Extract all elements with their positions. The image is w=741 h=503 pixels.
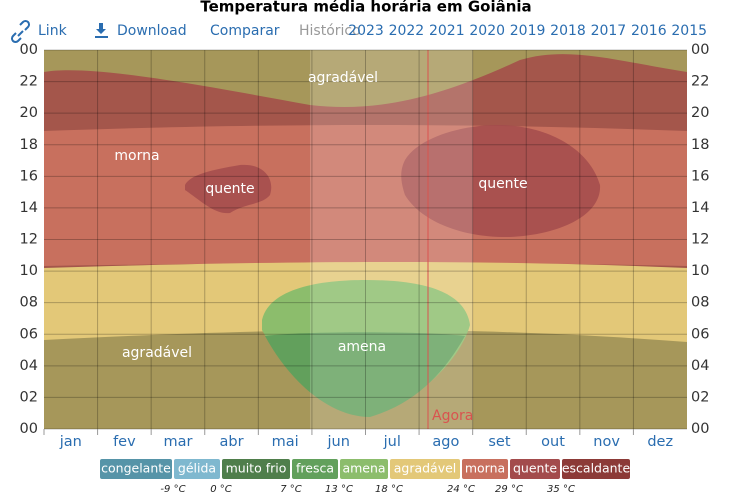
legend-label[interactable]: fresca <box>296 461 334 476</box>
y-tick-label: 20 <box>691 105 709 121</box>
year-link[interactable]: 2018 <box>550 23 586 39</box>
hot-region <box>185 164 272 214</box>
y-tick-label: 04 <box>691 358 709 374</box>
year-link[interactable]: 2022 <box>389 23 425 39</box>
y-tick-label: 08 <box>20 295 38 311</box>
threshold-label: 29 °C <box>495 484 523 495</box>
region-label: quente <box>478 176 527 192</box>
y-tick-label: 18 <box>20 137 38 153</box>
legend-label[interactable]: quente <box>513 461 557 476</box>
cool-region <box>265 332 465 417</box>
x-tick-label: mai <box>272 434 299 450</box>
legend-swatch[interactable] <box>390 459 460 479</box>
y-tick-label: 14 <box>691 200 709 216</box>
legend-label[interactable]: muito frio <box>226 461 287 476</box>
legend-swatch[interactable] <box>292 459 338 479</box>
x-tick-label: set <box>488 434 510 450</box>
region-label: morna <box>114 148 159 164</box>
year-link[interactable]: 2016 <box>631 23 667 39</box>
x-tick-label: ago <box>432 434 459 450</box>
y-tick-label: 12 <box>20 232 38 248</box>
compare-button[interactable]: Comparar <box>210 23 280 39</box>
region-label: agradável <box>308 70 378 86</box>
y-tick-label: 16 <box>691 168 709 184</box>
hot-region <box>401 124 601 238</box>
y-tick-label: 20 <box>20 105 38 121</box>
legend-label[interactable]: gélida <box>178 461 216 476</box>
year-link[interactable]: 2019 <box>510 23 546 39</box>
region-label: quente <box>205 181 254 197</box>
y-tick-label: 12 <box>691 232 709 248</box>
toolbar: Link Download Comparar Histórico <box>10 19 361 44</box>
legend-swatch[interactable] <box>174 459 220 479</box>
legend-swatch[interactable] <box>340 459 388 479</box>
history-label: Histórico <box>299 23 361 39</box>
region-label: agradável <box>122 345 192 361</box>
legend: congelante gélida muito frio fresca amena agr… <box>100 459 630 495</box>
year-link[interactable]: 2020 <box>469 23 505 39</box>
chart-title: Temperatura média horária em Goiânia <box>200 0 531 16</box>
x-tick-label: jul <box>383 434 401 450</box>
legend-label[interactable]: escaldante <box>562 461 631 476</box>
y-tick-label: 08 <box>691 295 709 311</box>
season-highlight <box>310 50 473 429</box>
legend-label[interactable]: agradável <box>394 461 457 476</box>
link-button[interactable]: Link <box>38 23 68 39</box>
legend-swatch[interactable] <box>222 459 290 479</box>
y-tick-label: 00 <box>20 421 38 437</box>
year-link[interactable]: 2023 <box>348 23 384 39</box>
y-tick-label: 16 <box>20 168 38 184</box>
legend-swatch[interactable] <box>462 459 508 479</box>
y-tick-label: 02 <box>691 389 709 405</box>
y-tick-label: 04 <box>20 358 38 374</box>
y-tick-label: 14 <box>20 200 38 216</box>
y-tick-label: 06 <box>20 326 38 342</box>
y-tick-label: 00 <box>691 421 709 437</box>
y-tick-label: 22 <box>20 74 38 90</box>
y-tick-label: 00 <box>20 42 38 58</box>
region-label: amena <box>338 339 386 355</box>
y-tick-label: 10 <box>20 263 38 279</box>
threshold-label: 13 °C <box>325 484 353 495</box>
threshold-label: 24 °C <box>447 484 475 495</box>
x-tick-label: fev <box>113 434 136 450</box>
threshold-label: 0 °C <box>210 484 232 495</box>
y-tick-label: 06 <box>691 326 709 342</box>
plot-area <box>44 49 687 430</box>
legend-label[interactable]: morna <box>465 461 505 476</box>
x-tick-label: jun <box>326 434 349 450</box>
legend-label[interactable]: congelante <box>101 461 171 476</box>
download-icon[interactable] <box>95 23 108 38</box>
y-tick-label: 10 <box>691 263 709 279</box>
y-tick-label: 18 <box>691 137 709 153</box>
y-tick-label: 22 <box>691 74 709 90</box>
x-tick-label: nov <box>593 434 620 450</box>
legend-label[interactable]: amena <box>342 461 385 476</box>
year-link[interactable]: 2015 <box>671 23 707 39</box>
x-tick-label: abr <box>220 434 244 450</box>
x-tick-label: jan <box>59 434 82 450</box>
now-label: Agora <box>432 408 473 424</box>
y-tick-label: 02 <box>20 389 38 405</box>
link-icon[interactable] <box>10 19 31 44</box>
threshold-label: 18 °C <box>375 484 403 495</box>
download-button[interactable]: Download <box>117 23 187 39</box>
legend-swatch[interactable] <box>562 459 630 479</box>
year-link[interactable]: 2021 <box>429 23 465 39</box>
legend-swatch[interactable] <box>100 459 172 479</box>
x-tick-label: dez <box>647 434 673 450</box>
x-tick-label: mar <box>163 434 192 450</box>
y-tick-label: 00 <box>691 42 709 58</box>
x-tick-label: out <box>541 434 565 450</box>
threshold-label: -9 °C <box>160 484 185 495</box>
year-link[interactable]: 2017 <box>591 23 627 39</box>
threshold-label: 7 °C <box>280 484 302 495</box>
legend-swatch[interactable] <box>510 459 560 479</box>
threshold-label: 35 °C <box>547 484 575 495</box>
